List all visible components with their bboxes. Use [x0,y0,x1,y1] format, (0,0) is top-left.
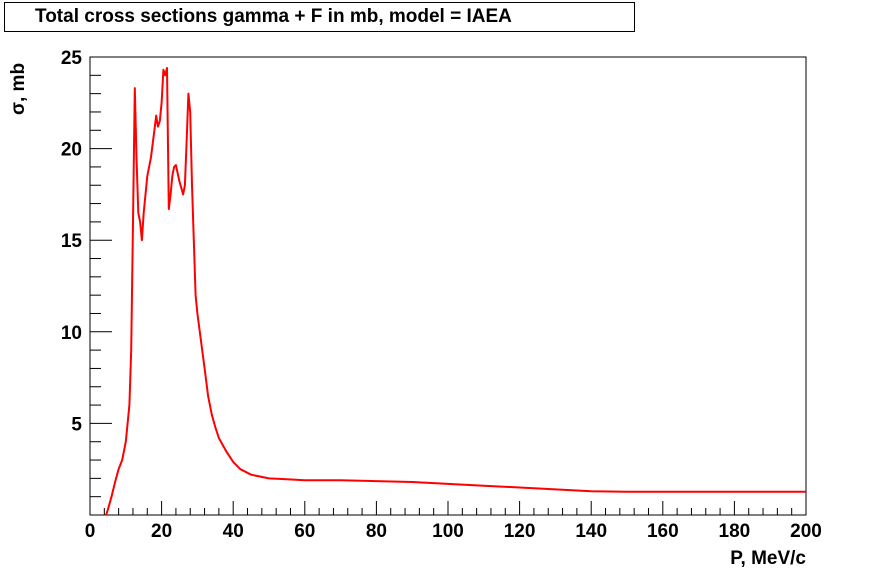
x-tick-label: 120 [504,521,536,542]
x-tick-label: 160 [647,521,679,542]
tick-labels: 0 20 40 60 80 100 120 140 160 180 200 5 10 15 20 25 [61,48,822,542]
x-tick-label: 60 [294,521,315,542]
x-tick-label: 40 [223,521,244,542]
y-tick-label: 10 [61,323,82,344]
y-tick-label: 5 [71,414,82,435]
x-tick-label: 80 [366,521,387,542]
axis-ticks [89,56,807,516]
y-axis-label: σ, mb [8,62,29,115]
y-tick-label: 25 [61,48,83,69]
plot-frame [89,56,807,516]
y-tick-label: 20 [61,140,82,161]
x-tick-label: 0 [85,521,96,542]
chart-title-text: Total cross sections gamma + F in mb, mo… [35,6,512,27]
x-tick-label: 20 [151,521,172,542]
x-tick-label: 140 [575,521,607,542]
x-tick-label: 200 [790,521,822,542]
x-tick-label: 180 [719,521,751,542]
y-tick-label: 15 [61,231,83,252]
x-tick-label: 100 [432,521,464,542]
chart-title: Total cross sections gamma + F in mb, mo… [4,2,635,32]
cross-section-line [105,67,806,516]
x-axis-label: P, MeV/c [730,548,806,569]
